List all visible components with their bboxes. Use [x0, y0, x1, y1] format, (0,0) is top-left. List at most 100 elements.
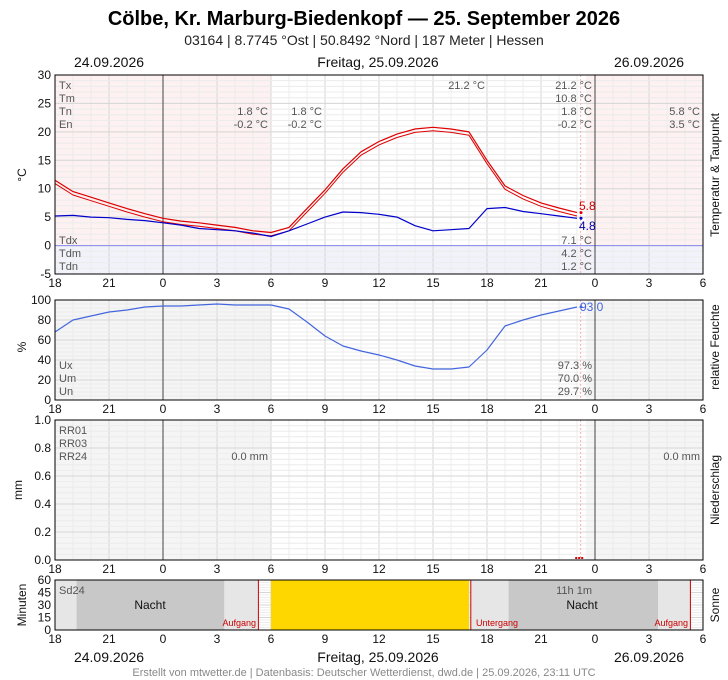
night-label-2: Nacht	[566, 598, 598, 612]
hum-x-tick-label: 3	[646, 402, 653, 416]
temp-x-tick-label: 0	[160, 276, 167, 290]
rain-x-tick-label: 18	[48, 562, 62, 576]
sun-y-tick-label: 60	[38, 573, 52, 587]
temp-y-tick-label: 5	[44, 210, 51, 224]
hum-frame	[54, 299, 704, 401]
stat-tn-next: 5.8 °C	[669, 106, 700, 118]
date-left-top: 24.09.2026	[74, 54, 144, 70]
sun-y-tick-label: 45	[38, 586, 52, 600]
sun-x-tick-label: 6	[268, 632, 275, 646]
ylabel-hum: %	[15, 341, 29, 352]
hum-x-tick-label: 9	[322, 402, 329, 416]
hum-x-tick-label: 0	[160, 402, 167, 416]
sun-night-core-1	[76, 580, 225, 630]
temp-x-tick-label: 6	[700, 276, 707, 290]
rain-label-rr03: RR03	[59, 438, 87, 450]
rain-y-tick-label: 1.0	[34, 413, 51, 427]
sun-x-tick-label: 3	[646, 632, 653, 646]
precip-stats: RR01 RR03 RR24 0.0 mm 0.0 mm	[59, 425, 700, 463]
sun-x-tick-label: 21	[102, 632, 116, 646]
temp-x-tick-label: 21	[534, 276, 548, 290]
sun-y-tick-label: 15	[38, 611, 52, 625]
stat-tn-day: 1.8 °C	[561, 106, 592, 118]
rain-marker	[578, 557, 581, 559]
last-dew-label: 4.8	[579, 219, 596, 233]
temp-x-tick-label: 9	[322, 276, 329, 290]
rain-x-tick-label: 12	[372, 562, 386, 576]
dew-value-tdn: 1.2 °C	[561, 261, 592, 273]
hum-x-tick-label: 21	[102, 402, 116, 416]
footer-credit: Erstellt von mtwetter.de | Datenbasis: D…	[132, 667, 595, 679]
hum-label-um: Um	[59, 373, 76, 385]
temp-y-tick-label: 20	[38, 125, 52, 139]
stat-tm-day: 10.8 °C	[555, 93, 592, 105]
rain-y-tick-label: 0.0	[34, 553, 51, 567]
stat-en-night: -0.2 °C	[288, 119, 322, 131]
hum-y-tick-label: 0	[44, 393, 51, 407]
side-label-sun: Sonne	[708, 587, 722, 622]
temp-y-tick-label: 25	[38, 96, 52, 110]
stat-label-tm: Tm	[59, 93, 75, 105]
hum-x-tick-label: 18	[48, 402, 62, 416]
temp-x-tick-label: 0	[592, 276, 599, 290]
rain-x-tick-label: 21	[534, 562, 548, 576]
side-label-rain: Niederschlag	[708, 455, 722, 525]
sun-x-tick-label: 21	[534, 632, 548, 646]
sun-y-tick-label: 30	[38, 598, 52, 612]
stat-tx-day: 21.2 °C	[555, 80, 592, 92]
sun-frame	[54, 579, 704, 631]
hum-label-un: Un	[59, 386, 73, 398]
dew-label-tdx: Tdx	[59, 235, 78, 247]
stat-label-tn: Tn	[59, 106, 72, 118]
hum-shade-right	[586, 300, 703, 400]
hum-y-tick-label: 20	[38, 373, 52, 387]
taupunkt-line	[54, 206, 578, 238]
sunshine-total: 11h 1m	[556, 585, 592, 597]
temp-x-tick-label: 18	[480, 276, 494, 290]
hum-x-tick-label: 6	[268, 402, 275, 416]
hum-y-tick-label: 40	[38, 353, 52, 367]
ylabel-temp: °C	[15, 168, 29, 182]
temp-y-tick-label: 30	[38, 68, 52, 82]
side-label-temp: Temperatur & Taupunkt	[708, 112, 722, 237]
page-title: Cölbe, Kr. Marburg-Biedenkopf — 25. Sept…	[108, 8, 620, 30]
ylabel-sun: Minuten	[15, 584, 29, 627]
humidity-stats: Ux Um Un 97.3 % 70.0 % 29.7 % 93.0	[59, 300, 604, 398]
hum-x-tick-label: 0	[592, 402, 599, 416]
sun-x-tick-label: 18	[48, 632, 62, 646]
rain-x-tick-label: 0	[160, 562, 167, 576]
dew-value-tdm: 4.2 °C	[561, 248, 592, 260]
temp-y-tick-label: 15	[38, 153, 52, 167]
date-left-bottom: 24.09.2026	[74, 649, 144, 665]
rain-y-tick-label: 0.2	[34, 525, 51, 539]
sun-x-tick-label: 6	[700, 632, 707, 646]
temp-y-tick-label: 0	[44, 239, 51, 253]
rain-marker	[581, 557, 584, 559]
relative-feuchte-line	[54, 303, 578, 370]
stat-tn-night: 1.8 °C	[291, 106, 322, 118]
sun-label-sd24: Sd24	[59, 585, 85, 597]
temp-x-tick-label: 12	[372, 276, 386, 290]
stat-label-en: En	[59, 119, 72, 131]
stat-en-next: 3.5 °C	[669, 119, 700, 131]
rain-label-rr24: RR24	[59, 451, 87, 463]
precipitation-panel: 1.00.80.60.40.20.018 21 0 3 6 9 12 15 18 21 0 3 6	[34, 413, 706, 576]
hum-label-ux: Ux	[59, 360, 73, 372]
rain-x-tick-label: 18	[480, 562, 494, 576]
temp-x-tick-label: 21	[102, 276, 116, 290]
hum-value-un: 29.7 %	[558, 386, 592, 398]
stat-label-tx: Tx	[59, 80, 72, 92]
rain-x-tick-label: 9	[322, 562, 329, 576]
sun-y-tick-label: 0	[44, 623, 51, 637]
hum-y-tick-label: 80	[38, 313, 52, 327]
sun-x-tick-label: 0	[592, 632, 599, 646]
hum-x-tick-label: 15	[426, 402, 440, 416]
sun-x-tick-label: 9	[322, 632, 329, 646]
rain-x-tick-label: 21	[102, 562, 116, 576]
sunset-label: Untergang	[476, 618, 518, 628]
temperature-min-line	[54, 130, 578, 237]
temp-x-tick-label: 3	[214, 276, 221, 290]
